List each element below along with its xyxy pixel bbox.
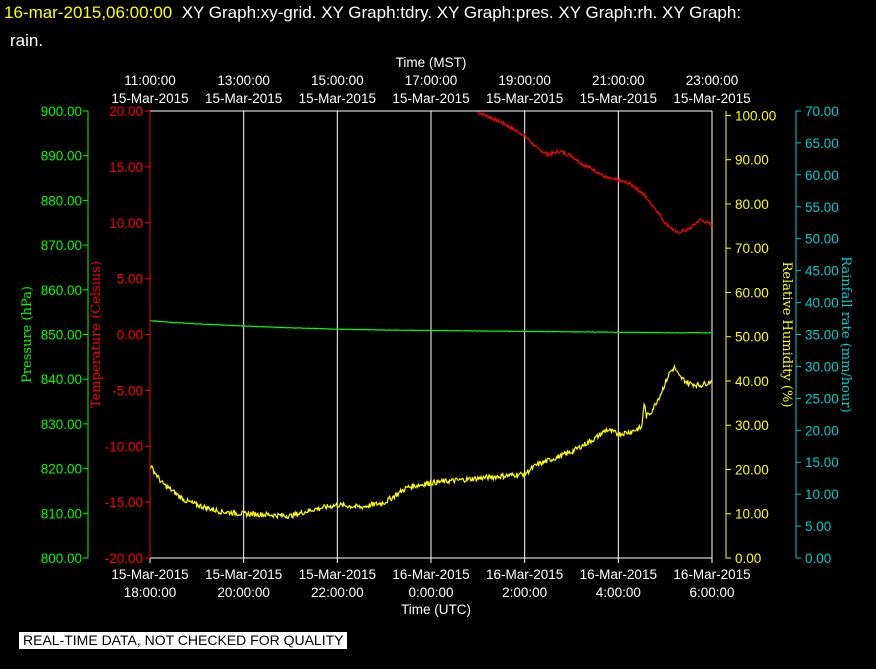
pressure-tick-label: 820.00 (41, 462, 82, 477)
humidity-tick-label: 100.00 (735, 108, 776, 123)
pressure-tick-label: 840.00 (41, 372, 82, 387)
temperature-axis-label: Temperature (Celsius) (89, 261, 104, 408)
pressure-axis-label: Pressure (hPa) (20, 286, 35, 383)
x-top-tick-date: 15-Mar-2015 (392, 91, 469, 106)
temperature-tick-label: -20.00 (105, 551, 143, 566)
rainfall-axis-label: Rainfall rate (mm/hour) (838, 256, 853, 412)
x-top-tick-date: 15-Mar-2015 (205, 91, 282, 106)
pressure-tick-label: 900.00 (41, 104, 82, 119)
x-bottom-tick-time: 20:00:00 (217, 585, 270, 600)
pressure-tick-label: 800.00 (41, 551, 82, 566)
x-top-tick-date: 15-Mar-2015 (486, 91, 563, 106)
x-bottom-axis-label: Time (UTC) (401, 602, 471, 617)
x-bottom-tick-time: 22:00:00 (311, 585, 364, 600)
humidity-tick-label: 20.00 (735, 462, 769, 477)
pressure-tick-label: 860.00 (41, 283, 82, 298)
humidity-tick-label: 60.00 (735, 285, 769, 300)
rainfall-tick-label: 45.00 (805, 264, 839, 279)
x-bottom-tick-date: 15-Mar-2015 (299, 567, 376, 582)
temperature-tick-label: 5.00 (117, 272, 143, 287)
rainfall-tick-label: 35.00 (805, 328, 839, 343)
pressure-tick-label: 810.00 (41, 506, 82, 521)
humidity-axis-label: Relative Humidity (%) (779, 262, 794, 408)
x-top-tick-date: 15-Mar-2015 (299, 91, 376, 106)
rainfall-tick-label: 30.00 (805, 359, 839, 374)
x-bottom-tick-date: 16-Mar-2015 (580, 567, 657, 582)
temperature-series-line (477, 111, 713, 235)
temperature-tick-label: -15.00 (105, 495, 143, 510)
temperature-tick-label: 15.00 (109, 160, 143, 175)
x-top-axis-label: Time (MST) (396, 55, 467, 70)
x-bottom-tick-date: 16-Mar-2015 (486, 567, 563, 582)
humidity-tick-label: 90.00 (735, 153, 769, 168)
axes: Time (MST) 11:00:00 15-Mar-2015 13:00:00 15-… (20, 55, 853, 617)
pressure-series-line (149, 319, 712, 334)
humidity-tick-label: 10.00 (735, 507, 769, 522)
rainfall-tick-label: 50.00 (805, 232, 839, 247)
humidity-tick-label: 40.00 (735, 374, 769, 389)
x-bottom-tick-time: 6:00:00 (689, 585, 734, 600)
rainfall-tick-label: 20.00 (805, 423, 839, 438)
temperature-tick-label: 10.00 (109, 216, 143, 231)
x-bottom-tick-date: 16-Mar-2015 (392, 567, 469, 582)
quality-notice: REAL-TIME DATA, NOT CHECKED FOR QUALITY (19, 632, 348, 649)
rainfall-tick-label: 15.00 (805, 455, 839, 470)
rainfall-tick-label: 60.00 (805, 168, 839, 183)
x-bottom-tick-time: 4:00:00 (596, 585, 641, 600)
rainfall-tick-label: 0.00 (805, 551, 831, 566)
chart-title: 16-mar-2015,06:00:00 XY Graph:xy-grid. X… (4, 3, 741, 23)
x-top-tick-time: 11:00:00 (124, 73, 176, 88)
rainfall-tick-label: 55.00 (805, 200, 839, 215)
humidity-series-line (149, 363, 713, 520)
temperature-tick-label: 20.00 (109, 104, 143, 119)
temperature-tick-label: -10.00 (105, 439, 143, 454)
x-top-tick-date: 15-Mar-2015 (673, 91, 750, 106)
grid-lines (149, 111, 713, 558)
x-bottom-tick-time: 18:00:00 (124, 585, 177, 600)
x-top-tick-date: 15-Mar-2015 (580, 91, 657, 106)
x-top-tick-time: 17:00:00 (405, 73, 458, 88)
temperature-tick-label: 0.00 (117, 328, 143, 343)
data-series (149, 111, 713, 520)
humidity-tick-label: 30.00 (735, 418, 769, 433)
humidity-tick-label: 0.00 (735, 551, 761, 566)
graph-list-continued: rain. (10, 31, 44, 50)
x-top-tick-time: 21:00:00 (592, 73, 645, 88)
rainfall-tick-label: 70.00 (805, 104, 839, 119)
humidity-tick-label: 80.00 (735, 197, 769, 212)
x-bottom-tick-date: 16-Mar-2015 (673, 567, 750, 582)
x-bottom-tick-date: 15-Mar-2015 (111, 567, 188, 582)
x-top-tick-time: 13:00:00 (217, 73, 270, 88)
pressure-tick-label: 880.00 (41, 193, 82, 208)
pressure-tick-label: 850.00 (41, 328, 82, 343)
pressure-tick-label: 870.00 (41, 238, 82, 253)
x-bottom-tick-time: 0:00:00 (408, 585, 453, 600)
x-top-tick-date: 15-Mar-2015 (111, 91, 188, 106)
rainfall-tick-label: 10.00 (805, 487, 839, 502)
temperature-tick-label: -5.00 (112, 383, 143, 398)
rainfall-tick-label: 5.00 (805, 519, 831, 534)
x-bottom-tick-date: 15-Mar-2015 (205, 567, 282, 582)
graph-list: XY Graph:xy-grid. XY Graph:tdry. XY Grap… (181, 3, 742, 22)
humidity-tick-label: 50.00 (735, 330, 769, 345)
x-bottom-tick-time: 2:00:00 (502, 585, 547, 600)
timestamp: 16-mar-2015,06:00:00 (4, 3, 173, 22)
rainfall-tick-label: 25.00 (805, 391, 839, 406)
x-top-tick-time: 23:00:00 (686, 73, 739, 88)
x-top-tick-time: 19:00:00 (498, 73, 551, 88)
rainfall-tick-label: 40.00 (805, 296, 839, 311)
humidity-tick-label: 70.00 (735, 241, 769, 256)
pressure-tick-label: 830.00 (41, 417, 82, 432)
x-top-tick-time: 15:00:00 (311, 73, 364, 88)
rainfall-tick-label: 65.00 (805, 136, 839, 151)
pressure-tick-label: 890.00 (41, 149, 82, 164)
